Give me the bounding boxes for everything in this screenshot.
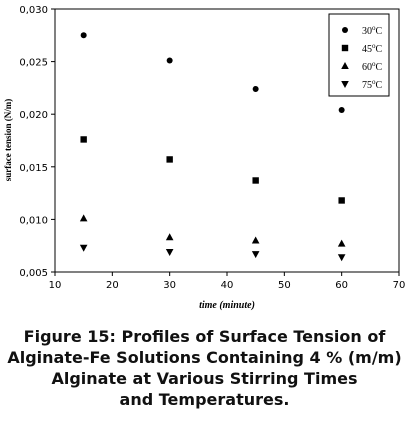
y-tick-label: 0,015 bbox=[19, 163, 48, 174]
legend-label: 75oC bbox=[362, 78, 383, 91]
caption-line-4: and Temperatures. bbox=[119, 390, 290, 409]
data-point-circle bbox=[80, 32, 87, 39]
y-tick-label: 0,025 bbox=[19, 58, 48, 69]
legend-box bbox=[328, 13, 390, 97]
y-tick-label: 0,020 bbox=[19, 110, 48, 121]
data-point-triangle-down bbox=[251, 251, 260, 259]
data-point-square bbox=[80, 136, 87, 143]
y-tick-label: 0,010 bbox=[19, 215, 48, 226]
data-point-triangle-down bbox=[337, 254, 346, 262]
legend-marker-triangle-up bbox=[341, 62, 349, 69]
figure-caption: Figure 15: Profiles of Surface Tension o… bbox=[0, 326, 409, 410]
caption-line-2: Alginate-Fe Solutions Containing 4 % (m/… bbox=[7, 348, 402, 367]
data-point-triangle-down bbox=[79, 244, 88, 252]
caption-line-1: Figure 15: Profiles of Surface Tension o… bbox=[23, 327, 386, 346]
caption-line-3: Alginate at Various Stirring Times bbox=[51, 369, 358, 388]
legend-marker-circle bbox=[342, 27, 348, 33]
legend-label: 30oC bbox=[362, 24, 383, 37]
x-tick-label: 60 bbox=[335, 280, 348, 291]
data-point-triangle-up bbox=[79, 214, 88, 222]
data-point-triangle-up bbox=[251, 236, 260, 244]
data-point-circle bbox=[252, 85, 259, 92]
x-tick-label: 70 bbox=[393, 280, 406, 291]
scatter-chart: 0,005 0,010 0,015 0,020 0,025 0,030 10 20 30 40 5… bbox=[3, 5, 406, 311]
data-point-circle bbox=[338, 106, 345, 113]
data-point-square bbox=[166, 156, 173, 163]
data-point-square bbox=[252, 177, 259, 184]
legend-marker-square bbox=[341, 44, 349, 52]
x-tick-label: 20 bbox=[106, 280, 119, 291]
legend-marker-triangle-down bbox=[341, 81, 349, 88]
x-tick-label: 10 bbox=[49, 280, 62, 291]
data-point-triangle-up bbox=[165, 233, 174, 241]
legend-label: 60oC bbox=[362, 60, 383, 73]
legend-label: 45oC bbox=[362, 42, 383, 55]
data-point-triangle-down bbox=[165, 249, 174, 257]
legend: 30oC 45oC 60oC 75oC bbox=[328, 13, 390, 97]
y-tick-label: 0,030 bbox=[19, 5, 48, 16]
data-point-square bbox=[338, 197, 345, 204]
x-tick-label: 30 bbox=[163, 280, 176, 291]
x-axis: 10 20 30 40 50 60 70 bbox=[49, 272, 406, 291]
x-axis-label: time (minute) bbox=[199, 300, 255, 311]
y-tick-label: 0,005 bbox=[19, 268, 48, 279]
data-point-triangle-up bbox=[337, 239, 346, 247]
x-tick-label: 50 bbox=[278, 280, 291, 291]
x-tick-label: 40 bbox=[221, 280, 234, 291]
y-axis: 0,005 0,010 0,015 0,020 0,025 0,030 bbox=[19, 5, 55, 279]
y-axis-label: surface tension (N/m) bbox=[3, 99, 13, 182]
data-points bbox=[79, 32, 346, 262]
data-point-circle bbox=[166, 57, 173, 64]
